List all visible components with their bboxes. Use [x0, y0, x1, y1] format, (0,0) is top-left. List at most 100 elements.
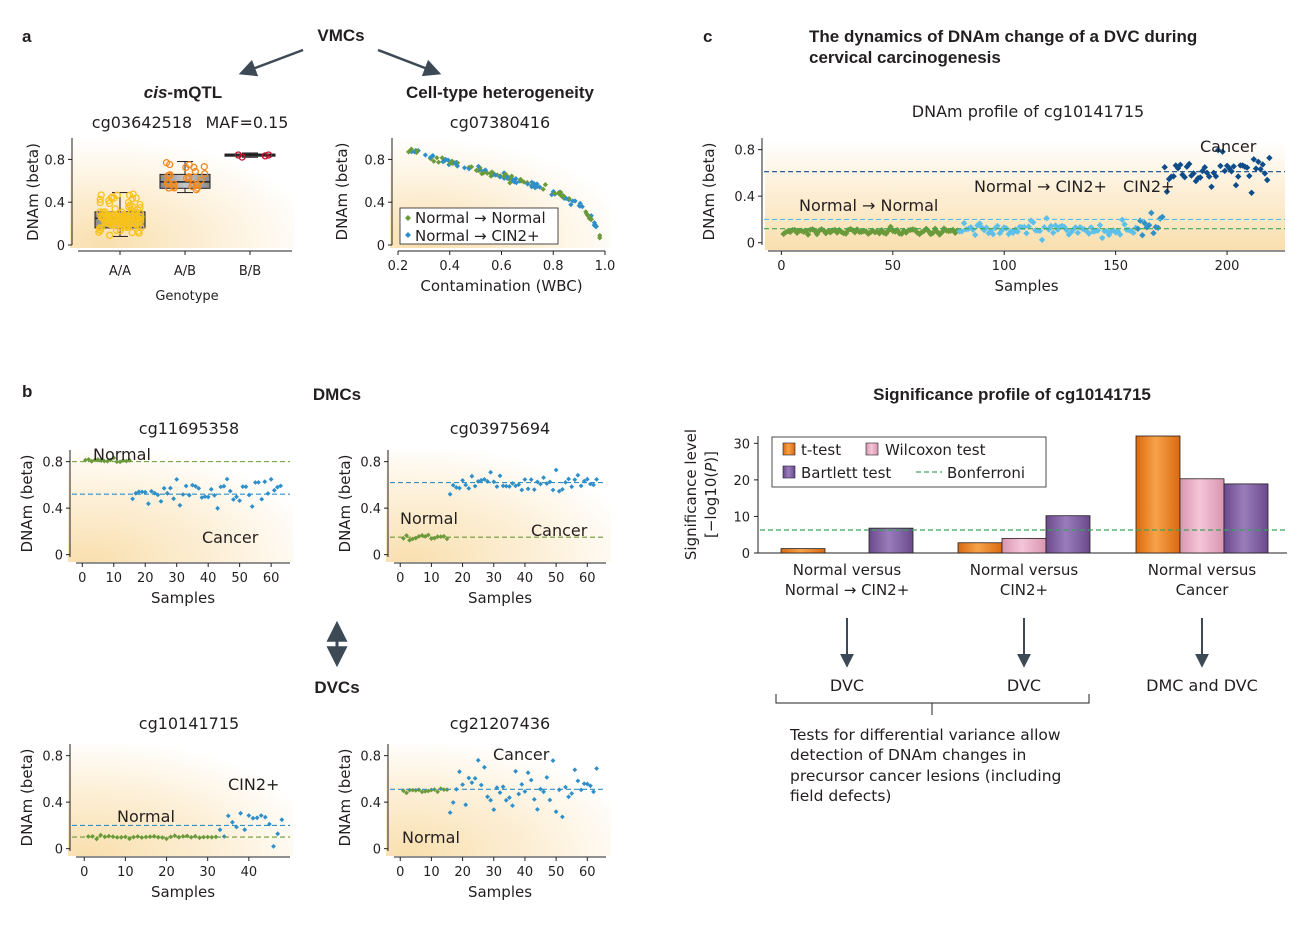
b3-label-cin: CIN2+: [228, 775, 279, 794]
b3-point: [271, 844, 276, 849]
b4-point: [435, 789, 440, 795]
a1-point: [193, 181, 201, 189]
b2-point: [454, 485, 459, 490]
b2-point: [519, 487, 525, 493]
c1-point: [811, 227, 818, 234]
b3-point: [250, 815, 256, 821]
b2-point: [438, 534, 444, 539]
a2-point: [430, 153, 436, 159]
c1-label-normal-normal: Normal → Normal: [799, 196, 938, 215]
b3-point: [94, 836, 99, 842]
b2-xtick-label: 20: [454, 571, 471, 586]
b1-point: [161, 485, 167, 491]
c1-point: [1047, 222, 1055, 230]
b2-point: [447, 491, 453, 497]
b1-point: [174, 477, 180, 482]
b2-point: [463, 482, 469, 488]
c1-point: [918, 229, 925, 236]
a2-point: [558, 193, 564, 199]
a2-point: [468, 164, 475, 170]
b4-label-normal: Normal: [402, 828, 460, 847]
c1-point: [780, 230, 787, 238]
c1-point: [869, 227, 876, 234]
c1-point: [927, 230, 934, 238]
a2-point: [481, 170, 487, 176]
c1-x-label: Samples: [994, 277, 1058, 295]
b4-xtick-label: 20: [454, 865, 471, 880]
c1-point: [800, 228, 807, 235]
c1-point: [1177, 161, 1184, 168]
a2-xtick-label: 0.8: [543, 259, 564, 274]
b4-point: [528, 777, 534, 783]
c1-point: [1001, 224, 1008, 231]
heading-cis-italic: cis: [144, 83, 168, 102]
b2-point: [525, 486, 531, 492]
b2-point: [584, 476, 590, 482]
a2-title: cg07380416: [450, 113, 550, 132]
a2-point: [492, 172, 498, 178]
c1-point: [1201, 164, 1208, 171]
c1-point: [985, 230, 992, 237]
b3-point: [131, 834, 136, 840]
c2-legend: t-test Wilcoxon test Bartlett test Bonfe…: [771, 436, 1047, 488]
b4-point: [422, 789, 428, 794]
b1-xtick-label: 40: [200, 571, 217, 586]
c1-point: [885, 227, 892, 234]
b1-point: [208, 486, 214, 492]
b1-point: [202, 494, 208, 499]
c1-point: [1054, 226, 1061, 233]
b2-point: [531, 487, 537, 492]
b1-label-normal: Normal: [93, 445, 151, 464]
b3-xtick-label: 10: [117, 865, 134, 880]
b4-xtick-label: 40: [517, 865, 534, 880]
outcomes: DVC DVC DMC and DVC Tests for differenti…: [775, 618, 1258, 805]
c1-point: [1157, 215, 1164, 222]
b2-point: [528, 477, 534, 482]
a2-legend: Normal → Normal Normal → CIN2+: [399, 207, 559, 245]
b4-ytick-label: 0.4: [360, 796, 381, 811]
b1-point: [193, 483, 198, 489]
c1-point: [1250, 156, 1257, 163]
b4-point: [588, 783, 593, 789]
b1-point: [262, 479, 268, 485]
a1-xtick-label: B/B: [239, 264, 261, 279]
c1-point: [1214, 146, 1222, 154]
b2-point: [569, 484, 575, 490]
c1-point: [874, 228, 881, 235]
c1-point: [1206, 173, 1213, 180]
b4-title: cg21207436: [450, 714, 550, 733]
c1-point: [903, 229, 910, 236]
c1-ytick-label: 0.4: [734, 190, 755, 205]
b4-point: [469, 780, 475, 785]
c2-category-label: Normal versus: [970, 561, 1079, 579]
b1-ytick-label: 0.4: [42, 502, 63, 517]
b1-x-label: Samples: [151, 589, 215, 607]
b2-point: [566, 476, 571, 482]
c1-point: [936, 231, 943, 238]
a2-point: [509, 173, 515, 179]
a2-point: [408, 146, 414, 152]
b4-point: [550, 758, 556, 763]
b2-background: [386, 450, 611, 562]
c1-point: [1059, 222, 1066, 230]
b4-point: [513, 768, 518, 774]
c1-point: [1261, 170, 1269, 177]
c1-point: [1141, 219, 1148, 227]
a1-point: [95, 228, 103, 236]
b4-point: [566, 794, 571, 800]
b1-point: [231, 497, 236, 502]
a2-point: [454, 163, 460, 169]
arrow-vmc-to-celltype: [377, 48, 442, 77]
c2-ytick-label: 20: [733, 474, 750, 489]
a1-point: [104, 211, 112, 219]
a1-point: [200, 163, 208, 171]
b1-point: [253, 480, 258, 485]
a1-point: [108, 193, 116, 201]
b4-point: [560, 814, 565, 820]
b1-point: [224, 476, 230, 482]
b3-y-label: DNAm (beta): [18, 749, 36, 847]
c1-point: [934, 228, 941, 236]
a1-point: [96, 198, 104, 207]
a1-point: [107, 194, 115, 202]
c1-point: [1038, 236, 1046, 244]
